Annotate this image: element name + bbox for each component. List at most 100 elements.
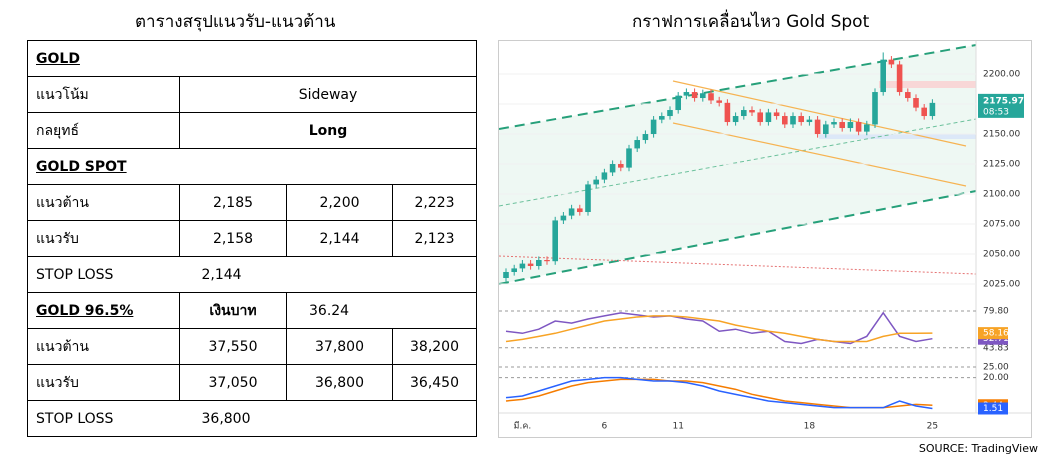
- candle-body: [659, 116, 665, 120]
- candle-body: [503, 272, 509, 279]
- cell: 37,050: [179, 364, 287, 401]
- cell: 36,800: [286, 364, 393, 401]
- series-line: [505, 311, 933, 345]
- candle-body: [814, 119, 821, 135]
- candle-body: [511, 268, 517, 273]
- value-label: 58.16: [983, 329, 1009, 339]
- support-zone: [819, 134, 976, 139]
- countdown: 08:53: [983, 107, 1009, 117]
- candle-body: [773, 112, 780, 117]
- candle-body: [905, 92, 911, 99]
- candle-body: [536, 260, 542, 267]
- candle-body: [749, 110, 755, 113]
- value-box: [978, 327, 1008, 340]
- candle-body: [618, 164, 624, 168]
- candle-body: [560, 215, 567, 221]
- cell: STOP LOSS: [27, 400, 180, 437]
- last-price: 2175.97: [983, 96, 1024, 106]
- candle-body: [708, 93, 714, 101]
- channel-lower: [499, 190, 977, 285]
- candle-body: [823, 124, 829, 135]
- cell: 2,144: [286, 220, 393, 257]
- source: SOURCE: TradingView: [918, 442, 1038, 455]
- candle-body: [741, 110, 747, 117]
- price-box: [978, 93, 1024, 118]
- candle-body: [847, 122, 854, 129]
- series-line: [505, 378, 933, 409]
- cell: 2,123: [392, 220, 477, 257]
- y-tick-label: 20.00: [983, 373, 1009, 383]
- cell: แนวโน้ม: [27, 76, 180, 113]
- cell: 37,800: [286, 328, 393, 365]
- candle-body: [634, 140, 640, 149]
- cell: 2,144: [179, 256, 477, 293]
- candle-body: [896, 64, 903, 93]
- candle-body: [732, 116, 739, 123]
- candle-body: [929, 102, 936, 117]
- cell: 38,200: [392, 328, 477, 365]
- x-tick-label: 18: [804, 422, 816, 432]
- trend-upper: [672, 80, 967, 147]
- candle-body: [798, 116, 804, 123]
- price-chart: 2200.002175.002150.002125.002100.002075.…: [498, 40, 1032, 438]
- cell: 36,450: [392, 364, 477, 401]
- trend-red: [499, 255, 977, 275]
- candle-body: [724, 102, 731, 123]
- candle-body: [790, 116, 796, 125]
- candle-body: [880, 59, 886, 93]
- table-title: ตารางสรุปแนวรับ-แนวต้าน: [135, 12, 336, 32]
- cell: 36.24: [286, 292, 477, 329]
- cell: เงินบาท: [179, 292, 287, 329]
- candle-body: [675, 95, 681, 111]
- y-tick-label: 2150.00: [983, 130, 1020, 140]
- candle-body: [806, 119, 813, 123]
- candle-body: [544, 260, 550, 262]
- cell: 2,185: [179, 184, 287, 221]
- candle-body: [667, 110, 673, 117]
- candle-body: [626, 148, 632, 168]
- y-tick-label: 2050.00: [983, 250, 1020, 260]
- candle-body: [568, 208, 575, 216]
- candle-body: [593, 179, 599, 185]
- candle-body: [552, 220, 558, 262]
- candle-body: [765, 112, 772, 123]
- candle-body: [864, 124, 870, 132]
- value-label: 1.51: [983, 404, 1003, 414]
- cell: 36,800: [179, 400, 477, 437]
- candle-body: [839, 122, 845, 129]
- value-label: 52.71: [983, 334, 1009, 344]
- channel-mid: [499, 118, 977, 207]
- cell: แนวต้าน: [27, 328, 180, 365]
- cell: กลยุทธ์: [27, 112, 180, 149]
- candle-body: [888, 59, 895, 65]
- x-tick-label: 11: [672, 422, 683, 432]
- summary-table: GOLD แนวโน้ม Sideway กลยุทธ์ Long GOLD SPO…: [27, 40, 477, 437]
- cell: 2,200: [286, 184, 393, 221]
- candle-body: [716, 100, 722, 103]
- cell: แนวรับ: [27, 364, 180, 401]
- x-tick-label: มี.ค.: [514, 421, 532, 432]
- x-tick-label: 6: [602, 422, 608, 432]
- candle-body: [601, 172, 608, 180]
- candle-body: [913, 98, 919, 108]
- resistance-zone: [879, 81, 976, 88]
- cell: Sideway: [179, 76, 477, 113]
- value-box: [978, 402, 1008, 415]
- cell: 2,158: [179, 220, 287, 257]
- cell: แนวรับ: [27, 220, 180, 257]
- cell: แนวต้าน: [27, 184, 180, 221]
- cell: 2,223: [392, 184, 477, 221]
- candle-body: [831, 122, 837, 125]
- series-line: [505, 376, 933, 410]
- candle-body: [683, 92, 690, 96]
- channel-upper: [499, 44, 977, 130]
- cell: GOLD: [27, 40, 477, 77]
- x-tick-label: 25: [927, 422, 938, 432]
- y-tick-label: 43.83: [983, 343, 1009, 353]
- cell: GOLD SPOT: [27, 148, 477, 185]
- candle-body: [642, 134, 649, 141]
- y-tick-label: 25.00: [983, 363, 1009, 373]
- trend-lower: [672, 122, 967, 187]
- cell: GOLD 96.5%: [27, 292, 180, 329]
- candle-body: [585, 184, 591, 213]
